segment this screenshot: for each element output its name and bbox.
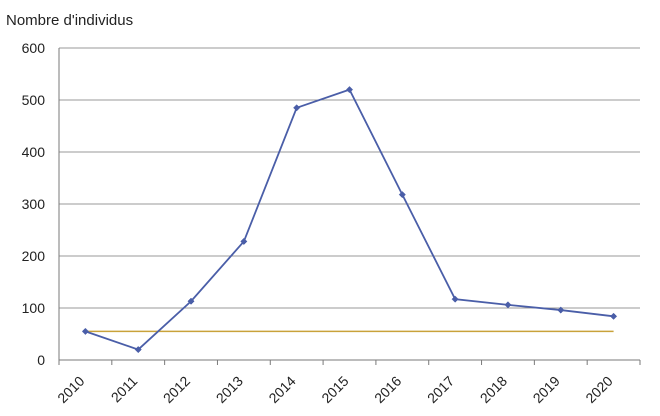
y-tick-label: 600 [22,40,46,56]
x-tick-label: 2017 [424,373,457,406]
x-tick-label: 2018 [477,373,510,406]
data-point [81,327,89,335]
data-point [610,312,618,320]
data-point [345,86,354,94]
data-point [134,346,142,354]
axes [58,48,641,365]
data-point [451,295,459,303]
data-point [398,191,406,199]
y-tick-label: 300 [22,196,46,212]
x-tick-label: 2016 [371,373,404,406]
x-tick-label: 2012 [160,373,193,406]
x-tick-label: 2020 [582,373,615,406]
data-point [187,297,195,305]
x-tick-label: 2019 [530,373,563,406]
y-tick-label: 100 [22,300,46,316]
x-tick-label: 2011 [108,373,141,406]
data-point [240,237,248,245]
data-point [557,306,565,314]
y-tick-label: 200 [22,248,46,264]
series-group [81,86,618,354]
y-tick-label: 500 [22,92,46,108]
data-point [293,104,301,112]
x-tick-labels: 2010 2011 2012 2013 2014 2015 2016 2017 2018 2019… [54,373,616,406]
x-tick-label: 2013 [213,373,246,406]
x-tick-label: 2010 [54,373,87,406]
series-line [85,88,614,351]
data-point [504,301,512,309]
y-axis-label: Nombre d'individus [6,12,133,29]
y-tick-labels: 0 100 200 300 400 500 600 [22,40,46,368]
y-tick-label: 400 [22,144,46,160]
x-tick-label: 2015 [318,373,351,406]
x-tick-label: 2014 [265,373,298,406]
y-tick-label: 0 [37,352,45,368]
